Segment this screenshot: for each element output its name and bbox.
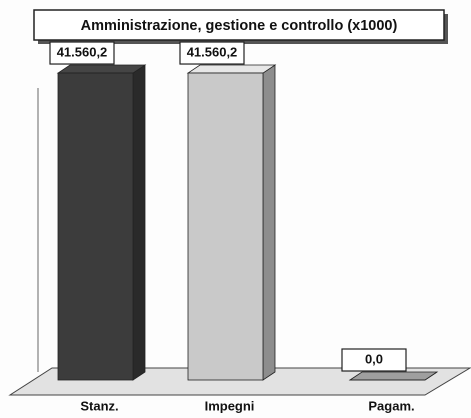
x-tick-label: Stanz. (80, 398, 118, 413)
bar (186, 64, 277, 381)
title-box (33, 9, 445, 41)
x-tick-label: Impegni (205, 398, 255, 413)
chart-title: Amministrazione, gestione e controllo (x… (81, 18, 398, 34)
bar-front (57, 72, 134, 381)
bar-side (262, 64, 276, 381)
value-label: 0,0 (365, 351, 383, 366)
value-label: 41.560,2 (187, 44, 238, 59)
bar-front (187, 72, 264, 381)
bar-top (348, 371, 439, 381)
bar (56, 64, 147, 381)
x-tick-label: Pagam. (368, 398, 414, 413)
bar-side (132, 64, 146, 381)
value-label-box (179, 41, 245, 65)
bar (348, 371, 439, 381)
value-label: 41.560,2 (57, 44, 108, 59)
value-label-box (341, 348, 407, 372)
value-label-box (49, 41, 115, 65)
bar-top (56, 64, 147, 74)
bar-top (186, 64, 277, 74)
